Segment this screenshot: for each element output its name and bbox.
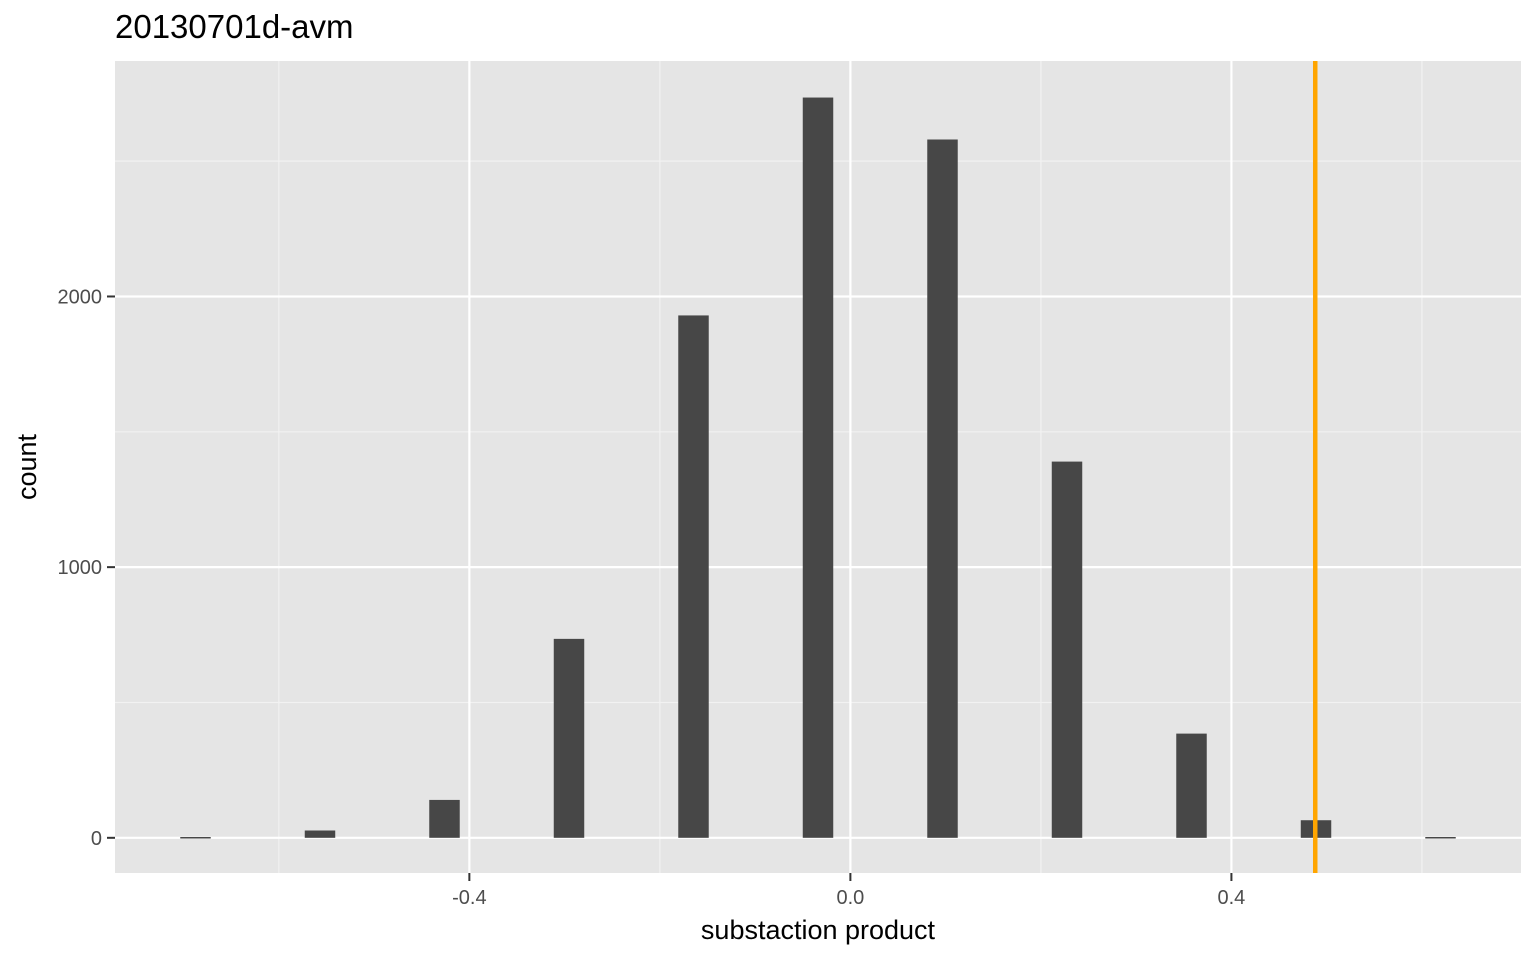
x-axis-title: substaction product — [701, 915, 936, 945]
histogram-bar — [304, 830, 336, 838]
histogram-bar — [180, 837, 211, 839]
chart-title: 20130701d-avm — [115, 8, 354, 45]
histogram-bar — [678, 315, 709, 838]
y-axis: 0 1000 2000 — [58, 286, 115, 850]
y-axis-title: count — [12, 433, 42, 500]
histogram-bars — [180, 97, 1456, 839]
y-tick-label: 2000 — [58, 286, 103, 308]
histogram-bar — [1425, 837, 1456, 839]
histogram-bar — [1176, 733, 1207, 838]
x-tick-label: 0.4 — [1218, 887, 1246, 909]
histogram-bar — [553, 638, 585, 838]
x-tick-label: -0.4 — [452, 887, 486, 909]
histogram-bar — [802, 97, 834, 838]
x-tick-label: 0.0 — [836, 887, 864, 909]
y-tick-label: 1000 — [58, 557, 103, 579]
histogram-bar — [429, 799, 460, 838]
y-tick-label: 0 — [91, 828, 102, 850]
x-axis: -0.4 0.0 0.4 — [452, 873, 1245, 909]
histogram-bar — [927, 139, 958, 838]
histogram-bar — [1051, 461, 1083, 838]
